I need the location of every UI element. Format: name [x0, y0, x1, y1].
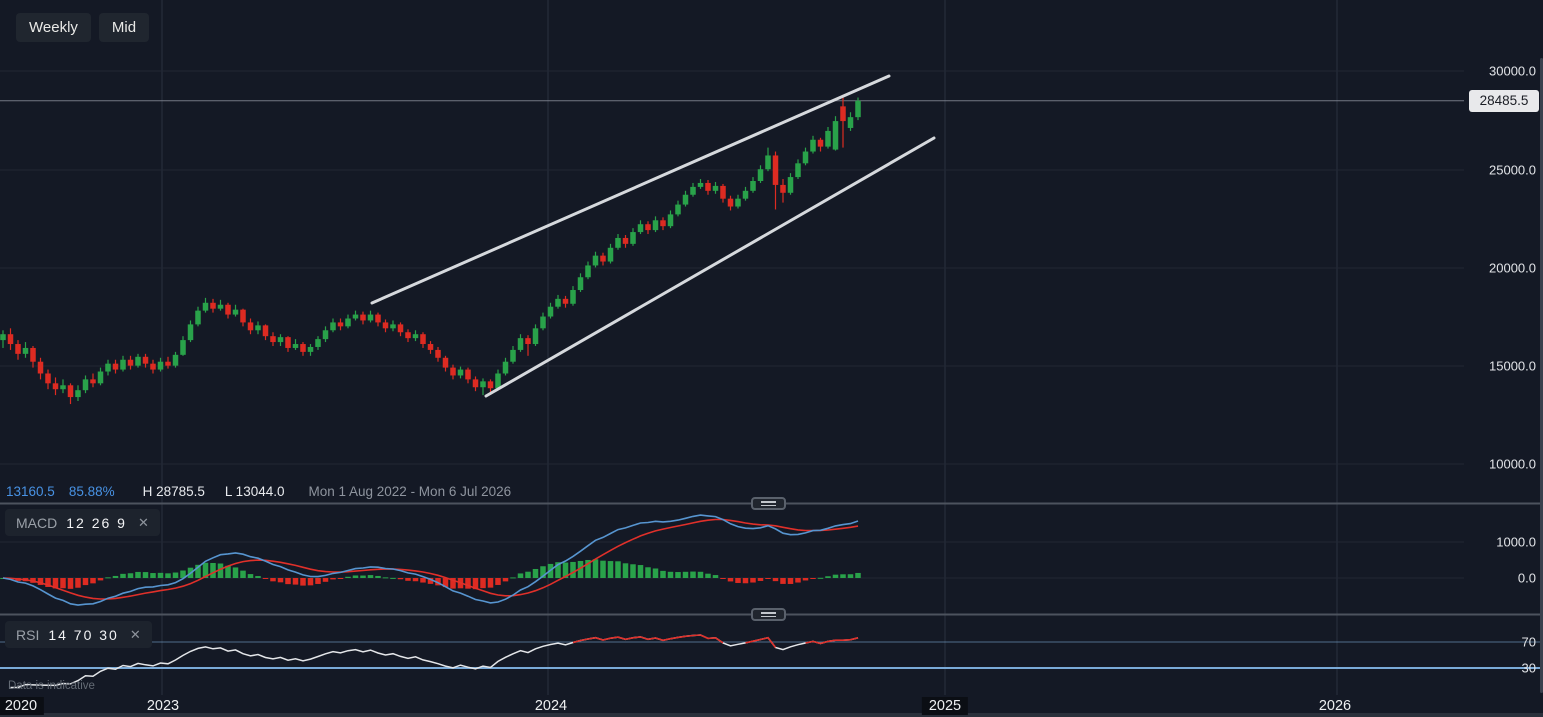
- current-price-label: 28485.5: [1469, 90, 1539, 112]
- price-type-button[interactable]: Mid: [98, 13, 150, 42]
- price-axis[interactable]: 30000.0 25000.0 20000.0 15000.0 10000.0 1000.…: [1456, 0, 1536, 717]
- macd-close-icon[interactable]: ✕: [137, 514, 149, 530]
- year-label: 2020: [0, 697, 45, 715]
- macd-panel-resize-handle[interactable]: [751, 497, 786, 510]
- macd-params: 12 26 9: [66, 514, 127, 531]
- range-high: H 28785.5: [142, 483, 205, 499]
- macd-indicator-chip[interactable]: MACD 12 26 9 ✕: [5, 509, 160, 536]
- price-axis-label: 20000.0: [1489, 260, 1536, 276]
- price-axis-label: 0.0: [1517, 570, 1536, 586]
- change-value: 13160.5: [6, 483, 55, 499]
- rsi-title: RSI: [16, 626, 40, 643]
- price-axis-label: 70: [1521, 634, 1536, 650]
- rsi-panel-resize-handle[interactable]: [751, 608, 786, 621]
- chart-toolbar: Weekly Mid: [16, 13, 150, 42]
- info-bar: 13160.5 85.88% H 28785.5 L 13044.0 Mon 1…: [0, 479, 1543, 503]
- rsi-close-icon[interactable]: ✕: [129, 626, 141, 642]
- price-axis-label: 1000.0: [1496, 534, 1536, 550]
- year-label: 2026: [1318, 698, 1352, 714]
- price-axis-label: 10000.0: [1489, 456, 1536, 472]
- macd-title: MACD: [16, 514, 58, 531]
- range-low: L 13044.0: [224, 483, 285, 499]
- date-range: Mon 1 Aug 2022 - Mon 6 Jul 2026: [308, 483, 512, 499]
- price-axis-label: 25000.0: [1489, 162, 1536, 178]
- rsi-indicator-chip[interactable]: RSI 14 70 30 ✕: [5, 621, 152, 648]
- price-axis-label: 15000.0: [1489, 358, 1536, 374]
- horizontal-scrollbar[interactable]: [0, 713, 1543, 717]
- change-percent: 85.88%: [68, 483, 115, 499]
- vertical-scrollbar[interactable]: [1540, 58, 1543, 693]
- rsi-params: 14 70 30: [48, 626, 119, 643]
- data-indicative-note: Data is indicative: [8, 680, 95, 692]
- year-label: 2023: [146, 698, 180, 714]
- price-axis-label: 30: [1521, 660, 1536, 676]
- time-axis[interactable]: 2020 2023 2024 2025 2026: [0, 697, 1543, 717]
- year-label: 2025: [921, 697, 969, 715]
- timeframe-button[interactable]: Weekly: [16, 13, 91, 42]
- price-axis-label: 30000.0: [1489, 63, 1536, 79]
- year-label: 2024: [534, 698, 568, 714]
